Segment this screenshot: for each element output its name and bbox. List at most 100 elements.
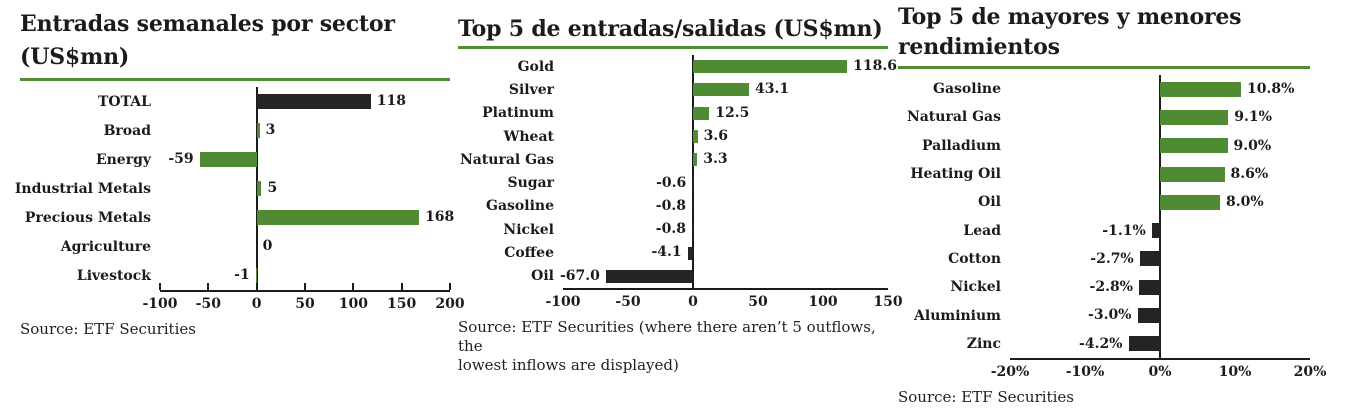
bar xyxy=(256,123,260,138)
value-label: -1.1% xyxy=(1102,222,1146,239)
category-label: Wheat xyxy=(503,128,554,145)
category-label: Natural Gas xyxy=(459,151,554,168)
category-label: Heating Oil xyxy=(910,166,1001,183)
bar xyxy=(1160,166,1225,182)
value-label: 118.6 xyxy=(853,58,898,74)
bar xyxy=(691,199,694,213)
bar xyxy=(687,246,693,260)
zero-axis-line xyxy=(692,55,694,288)
bar xyxy=(256,94,371,109)
bars-plot: 118 3 -59 5 168 0 -1 xyxy=(159,87,454,292)
x-axis-labels: -100 -50 0 50 100 150 xyxy=(545,293,902,313)
category-label: Cotton xyxy=(948,250,1001,267)
axis-tick xyxy=(255,283,258,290)
x-tick-label: 200 xyxy=(435,296,465,312)
axis-tick xyxy=(304,283,306,290)
chart-top5-rendimientos: Top 5 de mayores y menores rendimientos … xyxy=(898,2,1327,407)
x-tick-label: 10% xyxy=(1218,364,1252,380)
x-tick-label: 100 xyxy=(808,294,838,310)
chart-title: Top 5 de entradas/salidas (US$mn) xyxy=(458,16,888,42)
x-tick-label: -100 xyxy=(142,296,178,312)
source-note: Source: ETF Securities xyxy=(20,320,450,339)
chart-title-line-1: Top 5 de mayores y menores xyxy=(898,4,1242,30)
value-label: -2.7% xyxy=(1090,250,1134,267)
x-tick-label: 150 xyxy=(387,296,417,312)
title-underline xyxy=(458,46,888,49)
x-tick-label: 0% xyxy=(1148,364,1172,380)
value-label: -0.8 xyxy=(655,221,686,238)
category-label: Broad xyxy=(103,122,151,139)
x-tick-label: 100 xyxy=(338,296,368,312)
bar xyxy=(1137,308,1160,324)
chart-top5-entradas-salidas: Top 5 de entradas/salidas (US$mn) Gold Si… xyxy=(458,16,903,375)
zero-axis-line xyxy=(1159,75,1161,358)
x-tick-label: 0 xyxy=(688,294,698,310)
bar xyxy=(693,153,698,167)
category-labels-column: Gold Silver Platinum Wheat Natural Gas Sugar G… xyxy=(458,55,563,290)
value-label: -2.8% xyxy=(1089,279,1133,296)
x-tick-label: -100 xyxy=(545,294,581,310)
x-tick-label: 50 xyxy=(748,294,768,310)
value-label: 9.1% xyxy=(1234,109,1272,126)
bar xyxy=(256,181,262,196)
category-label: TOTAL xyxy=(98,93,151,110)
x-tick-label: -50 xyxy=(195,296,221,312)
x-tick-label: 150 xyxy=(873,294,903,310)
chart-title-line-1: Top 5 de entradas/salidas (US$mn) xyxy=(458,16,883,42)
bar xyxy=(693,130,698,144)
bar xyxy=(199,152,257,167)
chart-title-line-2: (US$mn) xyxy=(20,44,130,70)
category-label: Industrial Metals xyxy=(14,180,151,197)
value-label: 3 xyxy=(265,122,276,138)
x-axis-labels: -20% -10% 0% 10% 20% xyxy=(991,363,1327,383)
value-label: 43.1 xyxy=(755,81,790,98)
category-label: Gasoline xyxy=(933,81,1001,98)
value-label: 10.8% xyxy=(1247,81,1295,97)
bar xyxy=(1139,279,1160,295)
category-label: Gold xyxy=(517,58,554,75)
bar xyxy=(692,176,694,190)
category-label: Oil xyxy=(531,268,554,285)
value-label: 168 xyxy=(425,209,455,225)
value-label: -67.0 xyxy=(559,267,600,284)
plot-area: TOTAL Broad Energy Industrial Metals Preciou… xyxy=(14,87,454,292)
source-line-1: Source: ETF Securities (where there aren… xyxy=(458,318,876,355)
x-axis-labels: -100 -50 0 50 100 150 200 xyxy=(142,295,464,315)
value-label: -3.0% xyxy=(1088,307,1132,324)
value-label: 3.3 xyxy=(703,151,728,168)
source-line-1: Source: ETF Securities xyxy=(898,388,1074,406)
chart-title-line-1: Entradas semanales por sector xyxy=(20,11,395,37)
source-note: Source: ETF Securities (where there aren… xyxy=(458,318,888,375)
category-label: Oil xyxy=(978,194,1001,211)
plot-area: Gold Silver Platinum Wheat Natural Gas Sugar G… xyxy=(458,55,897,290)
category-label: Precious Metals xyxy=(24,209,151,226)
category-label: Palladium xyxy=(921,137,1001,154)
bars-plot: 10.8% 9.1% 9.0% 8.6% 8.0% -1.1% -2.7% -2.8% -3.0… xyxy=(1010,75,1310,360)
bar xyxy=(1128,336,1160,352)
x-tick-label: -10% xyxy=(1065,364,1105,380)
value-label: -1 xyxy=(234,267,250,283)
bar xyxy=(1151,223,1160,239)
x-tick-label: -20% xyxy=(990,364,1030,380)
plot-area: Gasoline Natural Gas Palladium Heating Oil O… xyxy=(898,75,1310,360)
chart-entradas-semanales-por-sector: Entradas semanales por sector (US$mn) TO… xyxy=(14,8,465,339)
source-note: Source: ETF Securities xyxy=(898,388,1310,407)
category-label: Nickel xyxy=(950,279,1001,296)
category-label: Nickel xyxy=(503,221,554,238)
category-labels-column: Gasoline Natural Gas Palladium Heating Oil O… xyxy=(898,75,1010,360)
bar xyxy=(693,106,710,120)
category-label: Sugar xyxy=(507,175,554,192)
axis-tick xyxy=(352,283,355,290)
category-label: Natural Gas xyxy=(906,109,1001,126)
axis-tick xyxy=(449,283,451,290)
bar xyxy=(691,223,694,237)
value-label: 9.0% xyxy=(1233,137,1272,154)
x-tick-label: 20% xyxy=(1293,364,1327,380)
value-label: 8.0% xyxy=(1226,194,1264,211)
category-label: Agriculture xyxy=(60,238,151,255)
chart-title: Entradas semanales por sector (US$mn) xyxy=(20,8,450,74)
category-labels-column: TOTAL Broad Energy Industrial Metals Preciou… xyxy=(14,87,160,292)
value-label: 118 xyxy=(376,93,406,109)
source-line-1: Source: ETF Securities xyxy=(20,320,196,338)
bar xyxy=(1160,138,1228,154)
